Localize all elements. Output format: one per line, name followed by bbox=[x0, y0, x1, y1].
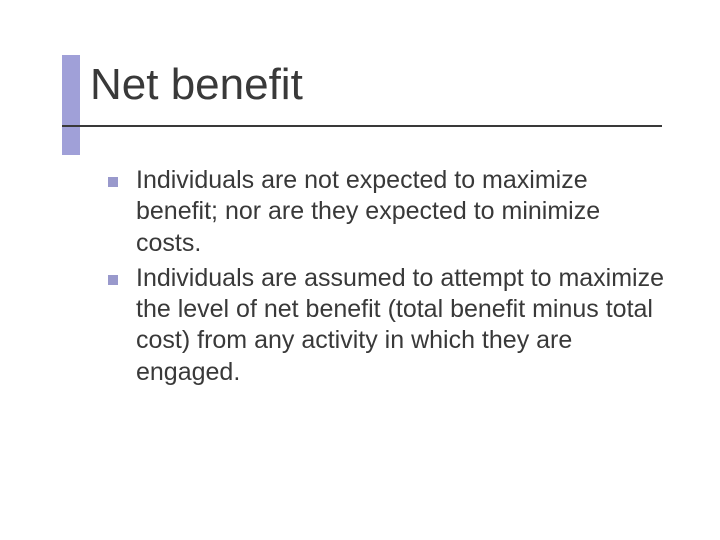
slide-body: Individuals are not expected to maximize… bbox=[108, 165, 668, 392]
title-underline bbox=[62, 125, 662, 127]
square-bullet-icon bbox=[108, 275, 118, 285]
list-item: Individuals are assumed to attempt to ma… bbox=[108, 263, 668, 388]
slide: Net benefit Individuals are not expected… bbox=[0, 0, 720, 540]
bullet-text: Individuals are assumed to attempt to ma… bbox=[136, 263, 668, 388]
list-item: Individuals are not expected to maximize… bbox=[108, 165, 668, 259]
bullet-text: Individuals are not expected to maximize… bbox=[136, 165, 668, 259]
slide-title: Net benefit bbox=[90, 60, 303, 110]
square-bullet-icon bbox=[108, 177, 118, 187]
accent-bar bbox=[62, 55, 80, 155]
